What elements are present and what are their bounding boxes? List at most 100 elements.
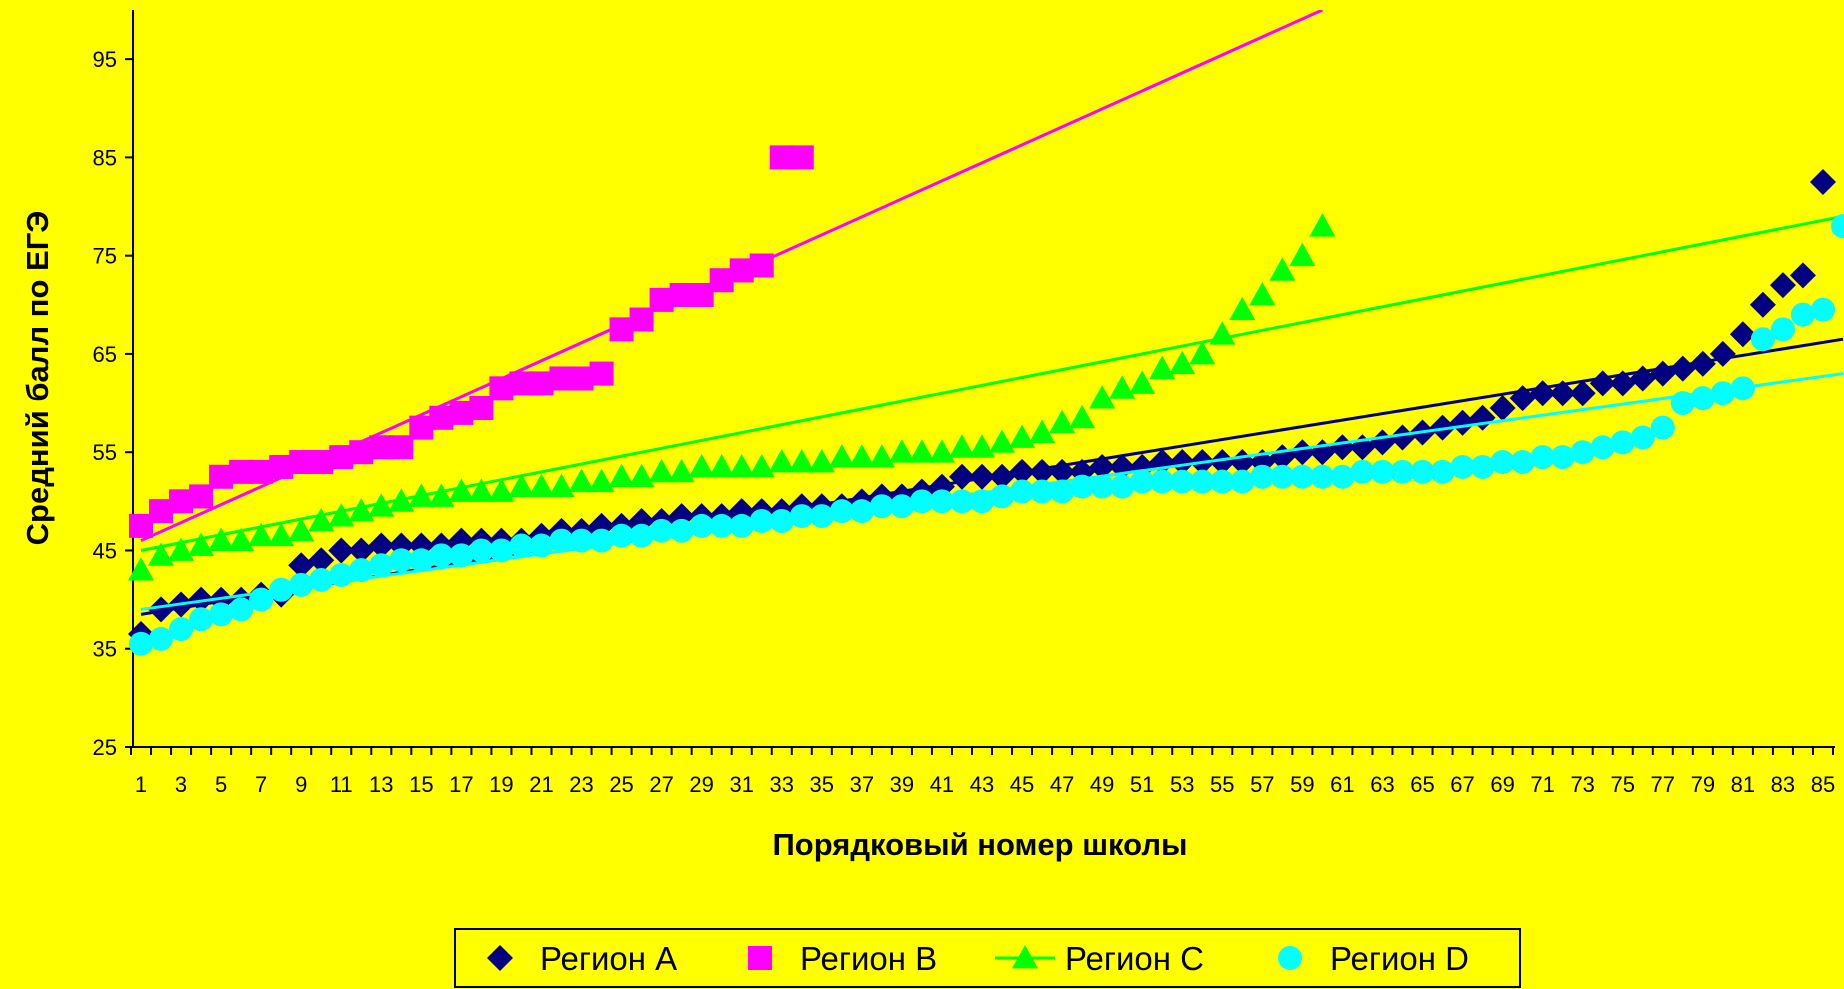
data-point [1550, 445, 1575, 470]
data-point [1689, 350, 1716, 377]
data-point [448, 478, 475, 502]
data-point [328, 503, 355, 527]
data-point [1250, 464, 1275, 489]
data-point [208, 527, 235, 552]
x-tick-label: 41 [930, 772, 954, 797]
data-point [1370, 459, 1395, 484]
data-point [628, 463, 655, 488]
data-point [648, 458, 675, 483]
data-point [1769, 272, 1796, 299]
y-tick-label: 85 [93, 145, 117, 170]
y-tick-label: 65 [93, 342, 117, 367]
x-tick-label: 63 [1370, 772, 1394, 797]
x-tick-label: 37 [850, 772, 874, 797]
data-point [1450, 454, 1475, 479]
data-point [889, 494, 914, 519]
data-point [1789, 262, 1816, 289]
x-tick-label: 43 [970, 772, 994, 797]
data-point [169, 617, 194, 642]
data-point [1150, 469, 1175, 494]
data-point [868, 444, 895, 468]
data-point [469, 538, 494, 563]
data-point [1350, 459, 1375, 484]
data-point [409, 548, 434, 573]
data-point [749, 508, 774, 533]
data-point [709, 513, 734, 538]
data-point [828, 444, 855, 468]
x-tick-label: 23 [569, 772, 593, 797]
x-tick-label: 69 [1490, 772, 1514, 797]
legend-label: Регион В [800, 940, 937, 977]
data-point [309, 567, 334, 592]
legend-box [454, 928, 1521, 988]
x-tick-label: 85 [1811, 772, 1835, 797]
data-point [629, 523, 654, 548]
data-point [1749, 291, 1776, 318]
data-point [1630, 425, 1655, 450]
data-point [968, 434, 995, 458]
x-tick-label: 83 [1771, 772, 1795, 797]
data-point [1090, 474, 1115, 499]
data-point [308, 547, 335, 574]
y-tick-label: 45 [93, 538, 117, 563]
data-point [128, 557, 154, 581]
data-point [509, 371, 534, 396]
x-tick-label: 17 [449, 772, 473, 797]
x-tick-label: 61 [1330, 772, 1354, 797]
data-point [509, 533, 534, 558]
data-point [289, 572, 314, 597]
x-tick-label: 35 [810, 772, 834, 797]
trend-line [140, 372, 1844, 611]
data-point [1590, 435, 1615, 460]
data-point [1770, 317, 1795, 342]
data-point [1229, 296, 1256, 321]
data-point [1669, 355, 1696, 382]
data-point [689, 282, 714, 307]
legend-marker [748, 946, 772, 970]
data-point [1510, 450, 1535, 475]
data-point [529, 533, 554, 558]
legend-label: Регион С [1065, 940, 1204, 977]
data-point [209, 602, 234, 627]
data-point [1290, 464, 1315, 489]
x-axis-title: Порядковый номер школы [772, 827, 1187, 862]
y-tick-label: 55 [93, 440, 117, 465]
data-point [769, 145, 794, 170]
data-point [449, 400, 474, 425]
data-point [189, 607, 214, 632]
data-point [229, 597, 254, 622]
data-point [1269, 257, 1296, 281]
data-point [589, 361, 614, 386]
data-point [229, 459, 254, 484]
data-point [549, 528, 574, 553]
x-tick-label: 31 [729, 772, 753, 797]
x-tick-label: 9 [295, 772, 307, 797]
data-point [148, 542, 175, 566]
x-tick-label: 73 [1570, 772, 1594, 797]
y-tick-label: 35 [93, 637, 117, 662]
x-tick-label: 19 [489, 772, 513, 797]
x-tick-label: 49 [1090, 772, 1114, 797]
data-point [149, 626, 174, 651]
data-point [389, 435, 414, 460]
data-point [1029, 458, 1056, 485]
data-point [1130, 469, 1155, 494]
data-point [169, 489, 194, 514]
x-tick-label: 75 [1610, 772, 1634, 797]
data-point [569, 366, 594, 391]
data-point [929, 489, 954, 514]
data-point [369, 553, 394, 578]
x-tick-label: 7 [255, 772, 267, 797]
data-point [989, 463, 1016, 490]
data-point [308, 507, 335, 532]
data-point [1690, 386, 1715, 411]
data-point [1049, 409, 1076, 434]
data-point [748, 453, 775, 478]
data-point [348, 537, 375, 564]
data-point [548, 473, 575, 497]
trend-line [140, 10, 1324, 543]
data-point [1470, 454, 1495, 479]
data-point [1110, 474, 1135, 499]
data-point [528, 473, 555, 497]
